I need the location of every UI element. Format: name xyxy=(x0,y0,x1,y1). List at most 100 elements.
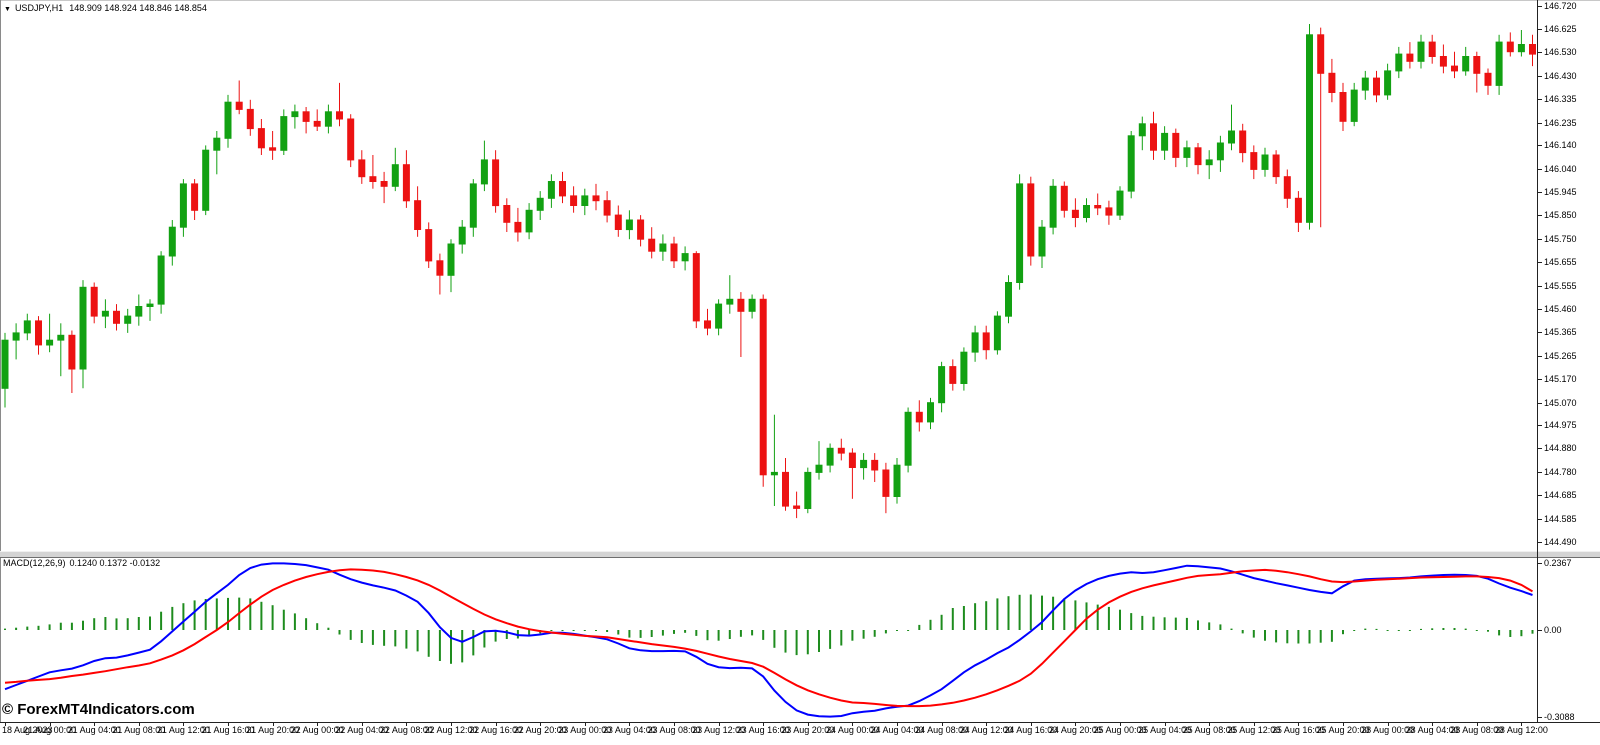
indicator-values: 0.1240 0.1372 -0.0132 xyxy=(69,558,161,568)
price-axis-tick xyxy=(1537,495,1542,497)
candle-body xyxy=(938,366,946,404)
candle-body xyxy=(748,298,756,312)
time-axis-label: 25 Aug 12:00 xyxy=(1227,725,1281,735)
candle-body xyxy=(547,181,555,199)
time-axis-tick xyxy=(1432,722,1434,726)
candle-body xyxy=(1428,41,1436,57)
candle-body xyxy=(960,351,968,385)
candle-body xyxy=(815,464,823,473)
time-axis-label: 28 Aug 00:00 xyxy=(1361,725,1415,735)
time-axis-label: 24 Aug 20:00 xyxy=(1048,725,1102,735)
chart-canvas[interactable] xyxy=(0,0,1537,745)
time-axis-label: 18 Aug 2023 xyxy=(2,725,53,735)
candle-body xyxy=(1495,41,1503,86)
candle-body xyxy=(336,111,343,120)
price-axis-label: 145.365 xyxy=(1544,326,1577,337)
candle-body xyxy=(1049,185,1057,228)
candle-body xyxy=(860,459,868,469)
candle-body xyxy=(380,181,388,187)
candle-body xyxy=(603,200,611,216)
candle-body xyxy=(269,147,277,151)
candle-body xyxy=(46,339,54,346)
candle-body xyxy=(503,205,511,223)
candlestick-layer xyxy=(1,24,1536,519)
candle-body xyxy=(235,101,243,110)
candle-body xyxy=(893,464,901,498)
time-axis-tick xyxy=(1209,722,1211,726)
time-axis-label: 24 Aug 12:00 xyxy=(959,725,1013,735)
price-axis-label: 146.430 xyxy=(1544,70,1577,81)
time-axis-label: 22 Aug 20:00 xyxy=(513,725,567,735)
candle-body xyxy=(1250,152,1258,170)
candle-body xyxy=(1161,132,1169,151)
time-axis-label: 24 Aug 08:00 xyxy=(915,725,969,735)
price-axis-line xyxy=(1537,0,1538,722)
time-axis-label: 24 Aug 04:00 xyxy=(870,725,924,735)
candle-body xyxy=(1350,89,1358,122)
candle-body xyxy=(637,219,645,240)
candle-body xyxy=(113,310,120,324)
candle-body xyxy=(648,238,656,252)
candle-body xyxy=(480,159,488,185)
candle-body xyxy=(692,253,700,322)
time-axis-label: 22 Aug 16:00 xyxy=(469,725,523,735)
candle-body xyxy=(704,320,711,329)
candle-body xyxy=(1406,53,1414,62)
price-axis-label: 146.625 xyxy=(1544,23,1577,34)
time-axis-label: 23 Aug 04:00 xyxy=(602,725,656,735)
candle-body xyxy=(124,315,132,324)
candle-body xyxy=(625,219,633,231)
candle-body xyxy=(1306,34,1313,223)
candle-body xyxy=(1228,130,1235,144)
time-axis-label: 22 Aug 04:00 xyxy=(335,725,389,735)
candle-body xyxy=(1094,205,1102,209)
time-axis-label: 22 Aug 12:00 xyxy=(424,725,478,735)
time-axis-label: 21 Aug 04:00 xyxy=(67,725,121,735)
candle-body xyxy=(57,334,65,341)
price-axis-label: 144.880 xyxy=(1544,443,1577,454)
time-axis-tick xyxy=(540,722,542,726)
symbol-dropdown-icon[interactable]: ▼ xyxy=(4,6,11,13)
time-axis-tick xyxy=(629,722,631,726)
price-axis-label: 145.460 xyxy=(1544,303,1577,314)
time-axis-label: 23 Aug 08:00 xyxy=(647,725,701,735)
candle-body xyxy=(313,120,321,127)
price-axis-tick xyxy=(1537,519,1542,521)
candle-body xyxy=(804,471,812,509)
candle-body xyxy=(358,159,366,178)
candle-body xyxy=(391,164,399,187)
time-axis-label: 23 Aug 00:00 xyxy=(558,725,612,735)
time-axis-tick xyxy=(406,722,408,726)
candle-body xyxy=(826,447,834,466)
candle-body xyxy=(871,459,879,471)
time-axis-tick xyxy=(584,722,586,726)
price-axis-tick xyxy=(1537,425,1542,427)
time-axis-tick xyxy=(897,722,898,726)
indicator-axis-tick xyxy=(1537,717,1542,719)
candle-body xyxy=(79,286,87,370)
candle-body xyxy=(1,339,9,389)
time-axis-tick xyxy=(852,722,854,726)
macd-indicator-layer xyxy=(4,562,1534,718)
time-axis-tick xyxy=(1343,722,1344,726)
candle-body xyxy=(1462,56,1470,72)
candle-body xyxy=(157,255,165,305)
price-axis-tick xyxy=(1537,239,1542,241)
candle-body xyxy=(848,452,856,469)
price-axis-label: 146.530 xyxy=(1544,46,1577,57)
panel-splitter[interactable] xyxy=(0,551,1600,558)
window-top-edge xyxy=(0,0,1600,1)
candle-body xyxy=(1105,207,1113,216)
candle-body xyxy=(1328,72,1336,94)
time-axis-tick xyxy=(317,722,319,726)
candle-body xyxy=(592,195,600,202)
price-axis-tick xyxy=(1537,28,1542,30)
candle-body xyxy=(68,334,76,370)
price-axis-label: 144.585 xyxy=(1544,514,1577,525)
time-axis-label: 25 Aug 04:00 xyxy=(1138,725,1192,735)
time-axis-tick xyxy=(272,722,274,726)
indicator-name: MACD(12,26,9) xyxy=(3,558,66,568)
candle-body xyxy=(324,111,332,127)
price-axis-label: 145.265 xyxy=(1544,350,1577,361)
